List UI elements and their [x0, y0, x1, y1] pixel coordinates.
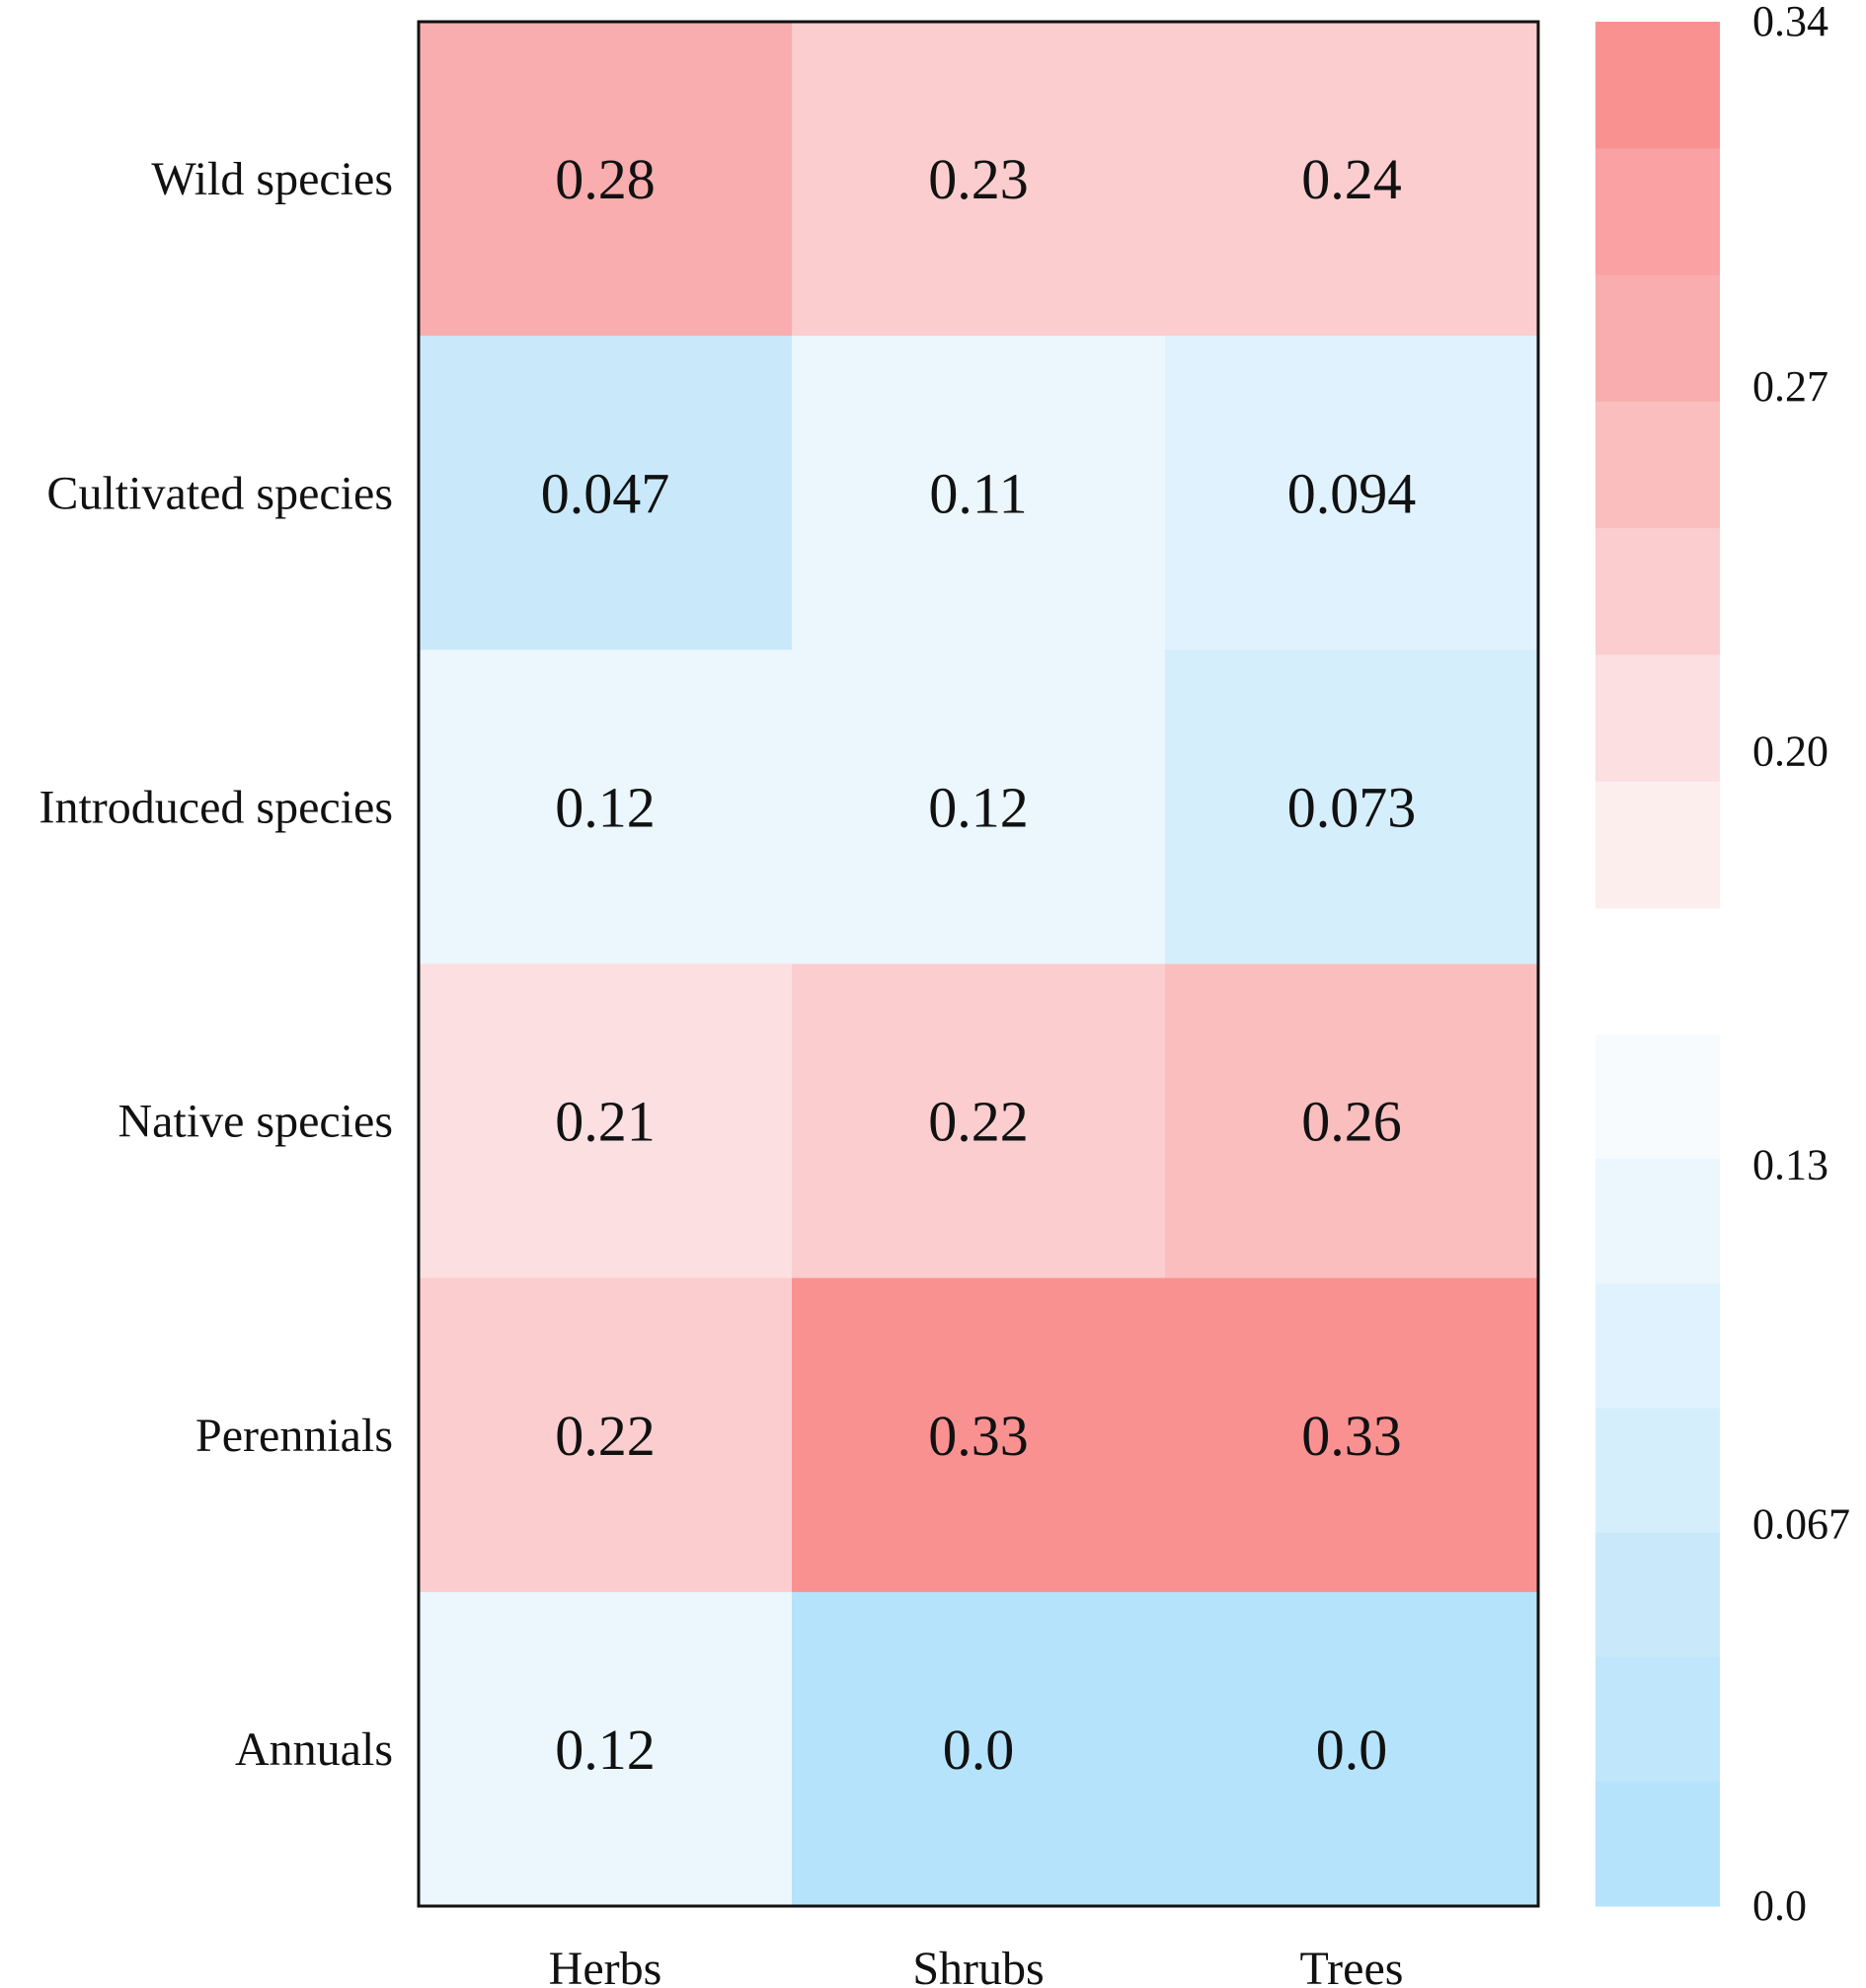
heatmap-cell: [1165, 650, 1539, 964]
cell-value-label: 0.33: [928, 1404, 1029, 1468]
cell-value-label: 0.094: [1287, 461, 1417, 525]
heatmap-cell: [419, 963, 793, 1279]
column-label: Herbs: [549, 1943, 662, 1988]
colorbar-tick-label: 0.0: [1752, 1881, 1807, 1930]
colorbar-band: [1595, 148, 1720, 276]
colorbar-band: [1595, 1283, 1720, 1409]
cell-value-label: 0.12: [928, 775, 1029, 839]
colorbar-tick-label: 0.067: [1752, 1499, 1850, 1548]
cell-value-label: 0.24: [1301, 147, 1402, 211]
colorbar-band: [1595, 528, 1720, 655]
heatmap-cell: [1165, 336, 1539, 650]
column-label: Shrubs: [912, 1943, 1044, 1988]
cell-value-label: 0.12: [555, 775, 656, 839]
heatmap-cell: [792, 650, 1166, 964]
cell-value-label: 0.0: [943, 1718, 1015, 1782]
cell-value-label: 0.047: [541, 461, 670, 525]
cell-value-label: 0.073: [1287, 775, 1417, 839]
colorbar-band: [1595, 1159, 1720, 1284]
cell-value-label: 0.11: [929, 461, 1027, 525]
heatmap-cell: [1165, 1277, 1539, 1593]
heatmap-cell: [419, 1591, 793, 1907]
cell-value-label: 0.12: [555, 1718, 656, 1782]
colorbar-tick-label: 0.20: [1752, 727, 1828, 776]
heatmap-cell: [792, 336, 1166, 650]
row-label: Cultivated species: [46, 467, 393, 519]
colorbar-band: [1595, 654, 1720, 783]
colorbar-band: [1595, 274, 1720, 403]
row-label: Introduced species: [39, 781, 393, 833]
heatmap-cell: [792, 1277, 1166, 1593]
cell-value-label: 0.0: [1316, 1718, 1388, 1782]
heatmap-cell: [792, 963, 1166, 1279]
heatmap-cell: [792, 1591, 1166, 1907]
row-label: Annuals: [235, 1723, 393, 1776]
heatmap-cell: [1165, 963, 1539, 1279]
cell-value-label: 0.21: [555, 1090, 656, 1154]
colorbar-band: [1595, 1408, 1720, 1534]
cell-value-label: 0.22: [928, 1090, 1029, 1154]
colorbar-tick-label: 0.13: [1752, 1141, 1828, 1189]
colorbar-tick-label: 0.27: [1752, 362, 1828, 411]
cell-value-label: 0.22: [555, 1404, 656, 1468]
colorbar-band: [1595, 1532, 1720, 1658]
heatmap-cell: [792, 22, 1166, 337]
column-label: Trees: [1300, 1943, 1404, 1988]
colorbar-band: [1595, 1781, 1720, 1907]
colorbar-band: [1595, 401, 1720, 529]
heatmap-cell: [419, 336, 793, 650]
heatmap-cell: [419, 1277, 793, 1593]
cell-value-label: 0.23: [928, 147, 1029, 211]
row-label: Wild species: [151, 153, 393, 205]
plot-frame: [417, 20, 1540, 1908]
row-label: Perennials: [195, 1410, 393, 1462]
cell-value-label: 0.28: [555, 147, 656, 211]
row-label: Native species: [117, 1096, 393, 1148]
cell-value-label: 0.26: [1301, 1090, 1402, 1154]
heatmap-cell: [419, 650, 793, 964]
colorbar-band: [1595, 1034, 1720, 1160]
colorbar-band: [1595, 1656, 1720, 1783]
cell-value-label: 0.33: [1301, 1404, 1402, 1468]
heatmap-cell: [1165, 22, 1539, 337]
colorbar-band: [1595, 781, 1720, 909]
colorbar-band: [1595, 22, 1720, 149]
heatmap-cell: [419, 22, 793, 337]
colorbar-tick-label: 0.34: [1752, 0, 1828, 45]
heatmap-cell: [1165, 1591, 1539, 1907]
